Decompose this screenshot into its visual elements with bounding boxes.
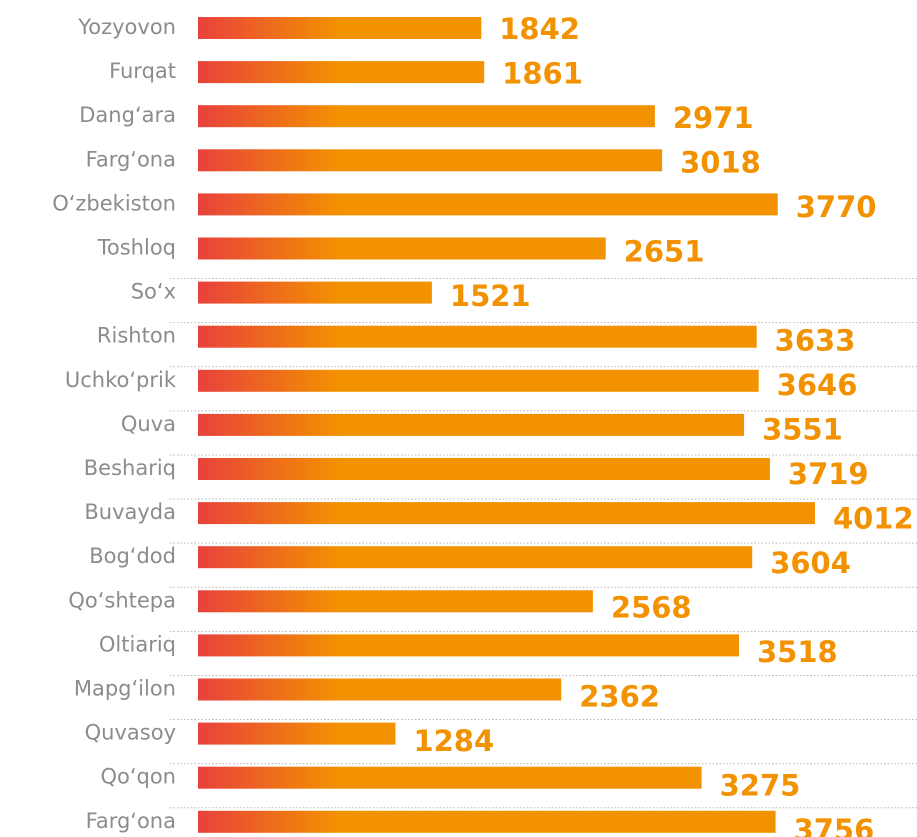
value-label: 3756 (794, 813, 875, 837)
category-label: Uchko‘prik (65, 368, 177, 392)
value-label: 3604 (770, 546, 851, 580)
category-label: Oltiariq (99, 632, 176, 656)
value-label: 4012 (833, 502, 914, 536)
category-label: Beshariq (84, 456, 176, 480)
bar (198, 458, 770, 480)
category-label: Qo‘shtepa (68, 588, 176, 612)
value-label: 1521 (450, 279, 531, 313)
category-label: Mapg‘ilon (74, 677, 176, 701)
category-label: Bog‘dod (89, 544, 176, 568)
category-label: Quva (121, 412, 176, 436)
value-label: 3551 (762, 413, 843, 447)
value-label: 3275 (720, 769, 801, 803)
category-label: Farg‘ona (86, 809, 176, 833)
bar (198, 281, 432, 304)
bar (198, 502, 815, 525)
bar (198, 413, 745, 436)
bar (198, 149, 663, 172)
value-label: 3770 (796, 190, 877, 224)
value-label: 3719 (788, 457, 869, 491)
bar (198, 17, 482, 39)
value-label: 1842 (499, 12, 580, 46)
value-label: 2651 (624, 235, 705, 269)
bar (198, 105, 655, 128)
value-label: 3646 (777, 368, 858, 402)
value-label: 2362 (579, 680, 660, 714)
value-label: 1284 (413, 724, 494, 758)
bar (198, 678, 562, 701)
category-label: So‘x (131, 280, 176, 304)
bar (198, 325, 757, 348)
category-label: O‘zbekiston (52, 191, 176, 215)
value-label: 3518 (757, 635, 838, 669)
category-label: Toshloq (97, 236, 176, 260)
value-label: 2971 (673, 101, 754, 135)
bar (198, 193, 778, 216)
category-label: Yozyovon (77, 15, 176, 39)
value-label: 2568 (611, 591, 692, 625)
value-label: 3633 (775, 324, 856, 358)
category-label: Quvasoy (85, 721, 176, 745)
bar (198, 61, 485, 84)
bar (198, 369, 759, 392)
value-label: 1861 (502, 57, 583, 91)
category-label: Farg‘ona (86, 147, 176, 171)
category-label: Rishton (97, 324, 176, 348)
value-label: 3018 (680, 146, 761, 180)
category-label: Furqat (109, 59, 176, 83)
bar (198, 810, 776, 833)
bar (198, 722, 396, 745)
category-label: Buvayda (84, 500, 176, 524)
bar (198, 237, 606, 260)
category-label: Qo‘qon (100, 765, 176, 789)
bar (198, 546, 753, 569)
bar (198, 590, 593, 613)
category-label: Dang‘ara (79, 103, 176, 127)
bar (198, 766, 702, 789)
bar (198, 634, 739, 657)
